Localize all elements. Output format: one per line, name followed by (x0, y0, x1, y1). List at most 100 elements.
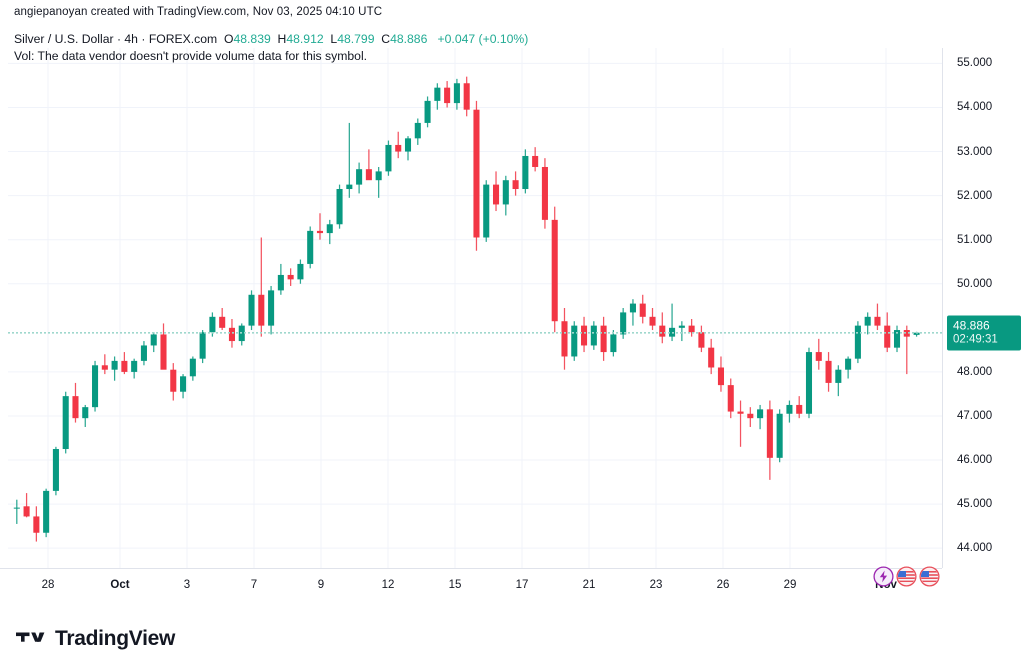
candle (287, 268, 294, 286)
price-tick-label: 55.000 (957, 57, 993, 70)
time-tick-label: 9 (317, 579, 325, 591)
candle (532, 147, 539, 172)
high-key: H (277, 32, 287, 46)
candle (805, 347, 813, 419)
price-tick-label: 47.000 (957, 409, 993, 422)
time-tick-label: 17 (515, 579, 529, 591)
current-price-badge[interactable]: 48.886 02:49:31 (947, 315, 1021, 351)
price-tick-label: 52.000 (957, 189, 993, 202)
candle (884, 312, 891, 353)
price-tick-label: 51.000 (957, 233, 993, 246)
interval-label[interactable]: 4h (124, 32, 138, 46)
bar-countdown: 02:49:31 (953, 333, 998, 346)
candle (639, 294, 646, 324)
candle (649, 308, 656, 331)
candle (365, 149, 372, 181)
candle (414, 118, 421, 145)
candle (160, 323, 167, 370)
time-tick-label: 21 (582, 579, 596, 591)
time-tick-label: 28 (41, 579, 55, 591)
candle (473, 100, 480, 251)
symbol-name[interactable]: Silver / U.S. Dollar (14, 32, 114, 46)
candle (346, 122, 353, 198)
us-flag-badge-icon-2[interactable] (919, 566, 940, 587)
current-price-value: 48.886 (953, 318, 990, 333)
candle (483, 180, 490, 242)
us-flag-badge-icon-1[interactable] (896, 566, 917, 587)
candle (629, 299, 636, 326)
candle (453, 78, 460, 110)
tradingview-logo-icon (16, 628, 46, 651)
candle (297, 259, 304, 284)
candle (845, 356, 852, 379)
candle (375, 166, 382, 198)
candle (571, 321, 578, 361)
candle (463, 76, 470, 117)
close-value: 48.886 (390, 32, 428, 46)
tradingview-footer: TradingView (16, 627, 175, 651)
volume-note: Vol: The data vendor doesn't provide vol… (14, 49, 368, 63)
chart-plot-area[interactable] (8, 48, 942, 568)
candle (72, 382, 79, 423)
candle (766, 400, 773, 480)
candle (424, 96, 431, 128)
attribution-text: angiepanoyan created with TradingView.co… (14, 6, 383, 18)
price-tick-label: 46.000 (957, 454, 993, 467)
candle (23, 493, 30, 518)
price-tick-label: 48.000 (957, 365, 993, 378)
candle (512, 171, 519, 196)
candle (180, 374, 187, 399)
price-tick-label: 54.000 (957, 101, 993, 114)
low-value: 48.799 (337, 32, 375, 46)
price-axis[interactable]: 55.000 54.000 53.000 52.000 51.000 50.000 48.0… (942, 48, 1024, 568)
candle (131, 358, 138, 379)
candle (307, 226, 314, 269)
candle (52, 446, 59, 496)
symbol-badges (873, 566, 940, 587)
candle (786, 400, 793, 423)
candle (541, 158, 548, 229)
legend-sep-1: · (113, 32, 125, 46)
candle (170, 363, 177, 401)
candle (228, 319, 235, 348)
candle (678, 321, 685, 342)
candle (590, 321, 597, 350)
candle (395, 131, 402, 159)
candle (776, 409, 783, 463)
candle (277, 263, 284, 295)
candle (522, 149, 529, 194)
candle (669, 303, 676, 342)
candle (258, 237, 265, 337)
candle (111, 356, 118, 381)
candle (356, 162, 363, 194)
time-tick-label: Oct (110, 579, 130, 591)
candle (551, 206, 558, 333)
candle (698, 325, 705, 353)
candle (13, 499, 20, 524)
time-axis[interactable]: 28Oct37912151721232629Nov (0, 568, 942, 600)
lightning-badge-icon[interactable] (873, 566, 894, 587)
open-value: 48.839 (233, 32, 271, 46)
candle (688, 319, 695, 337)
candle (189, 356, 196, 381)
low-key: L (330, 32, 338, 46)
legend-symbol-row: Silver / U.S. Dollar · 4h · FOREX.com O4… (14, 31, 528, 48)
candle (434, 83, 441, 110)
candle (268, 285, 275, 335)
candle (864, 312, 871, 335)
candle (404, 136, 412, 161)
candle (903, 325, 910, 375)
candle (757, 404, 764, 430)
candle (385, 140, 392, 176)
candle (92, 360, 99, 412)
candle (796, 396, 803, 419)
candle (219, 308, 226, 331)
time-tick-label: 12 (381, 579, 395, 591)
high-value: 48.912 (286, 32, 324, 46)
change-value: +0.047 (+0.10%) (437, 32, 529, 46)
candle (492, 171, 500, 212)
price-tick-label: 50.000 (957, 277, 993, 290)
candle (893, 325, 901, 353)
candle (600, 316, 607, 361)
